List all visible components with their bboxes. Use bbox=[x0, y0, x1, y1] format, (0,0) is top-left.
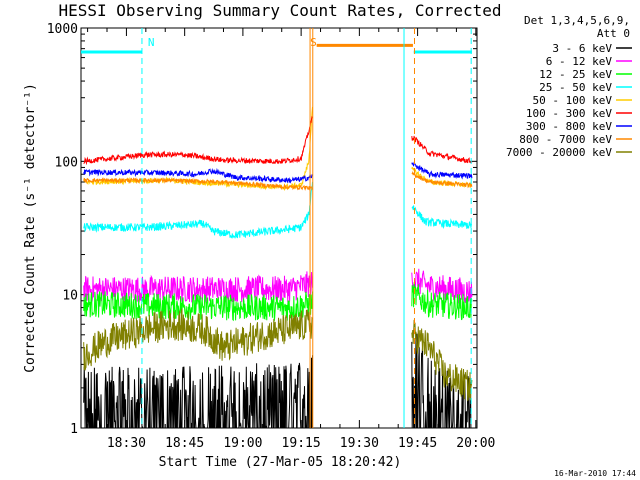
x-tick-label: 19:15 bbox=[282, 436, 321, 451]
legend-entry-label: 25 - 50 keV bbox=[539, 81, 612, 94]
legend-entry-label: 3 - 6 keV bbox=[552, 42, 612, 55]
legend-entry-label: 12 - 25 keV bbox=[539, 68, 612, 81]
series-line bbox=[411, 268, 473, 304]
y-axis-label: Corrected Count Rate (s⁻¹ detector⁻¹) bbox=[23, 83, 38, 373]
x-tick-label: 19:30 bbox=[340, 436, 379, 451]
series-line bbox=[83, 177, 313, 191]
x-tick-label: 19:45 bbox=[398, 436, 437, 451]
series-line bbox=[411, 135, 473, 164]
series-line bbox=[411, 205, 472, 230]
chart-title: HESSI Observing Summary Count Rates, Cor… bbox=[58, 1, 501, 20]
y-tick-label: 10 bbox=[62, 289, 78, 304]
legend-entry-label: 300 - 800 keV bbox=[526, 120, 612, 133]
legend-entry-label: 800 - 7000 keV bbox=[519, 133, 612, 146]
series-line bbox=[83, 115, 313, 166]
legend-entry-label: 6 - 12 keV bbox=[546, 55, 613, 68]
series-line bbox=[411, 333, 472, 429]
series-line bbox=[411, 319, 473, 402]
series-line bbox=[83, 355, 313, 429]
series-line bbox=[411, 282, 473, 321]
legend-entry-label: 7000 - 20000 keV bbox=[506, 146, 612, 159]
series-line bbox=[83, 307, 313, 371]
annotation-label: N bbox=[148, 36, 155, 49]
footer-timestamp: 16-Mar-2010 17:44 bbox=[554, 469, 636, 478]
y-tick-label: 100 bbox=[55, 155, 78, 170]
legend-header-1: Det 1,3,4,5,6,9, bbox=[524, 14, 630, 27]
legend-header-2: Att 0 bbox=[597, 27, 630, 40]
y-tick-label: 1000 bbox=[47, 22, 78, 37]
x-tick-labels: 18:30 18:45 19:00 19:15 19:30 19:45 20:00 bbox=[107, 436, 496, 451]
x-axis-label: Start Time (27-Mar-05 18:20:42) bbox=[159, 455, 402, 470]
x-tick-label: 18:45 bbox=[165, 436, 204, 451]
annotation-label: S bbox=[310, 36, 317, 49]
legend-entry-label: 50 - 100 keV bbox=[533, 94, 613, 107]
x-tick-label: 18:30 bbox=[107, 436, 146, 451]
x-tick-label: 20:00 bbox=[456, 436, 495, 451]
series-lines bbox=[83, 106, 473, 429]
series-line bbox=[411, 161, 473, 180]
series-line bbox=[411, 170, 473, 189]
legend-entry-label: 100 - 300 keV bbox=[526, 107, 612, 120]
vertical-markers bbox=[141, 28, 472, 428]
y-tick-label: 1 bbox=[70, 422, 78, 437]
x-tick-label: 19:00 bbox=[223, 436, 262, 451]
series-line bbox=[83, 167, 313, 184]
horizontal-bars bbox=[81, 43, 472, 54]
series-line bbox=[83, 181, 313, 239]
y-tick-labels: 1 10 100 1000 bbox=[47, 22, 78, 437]
